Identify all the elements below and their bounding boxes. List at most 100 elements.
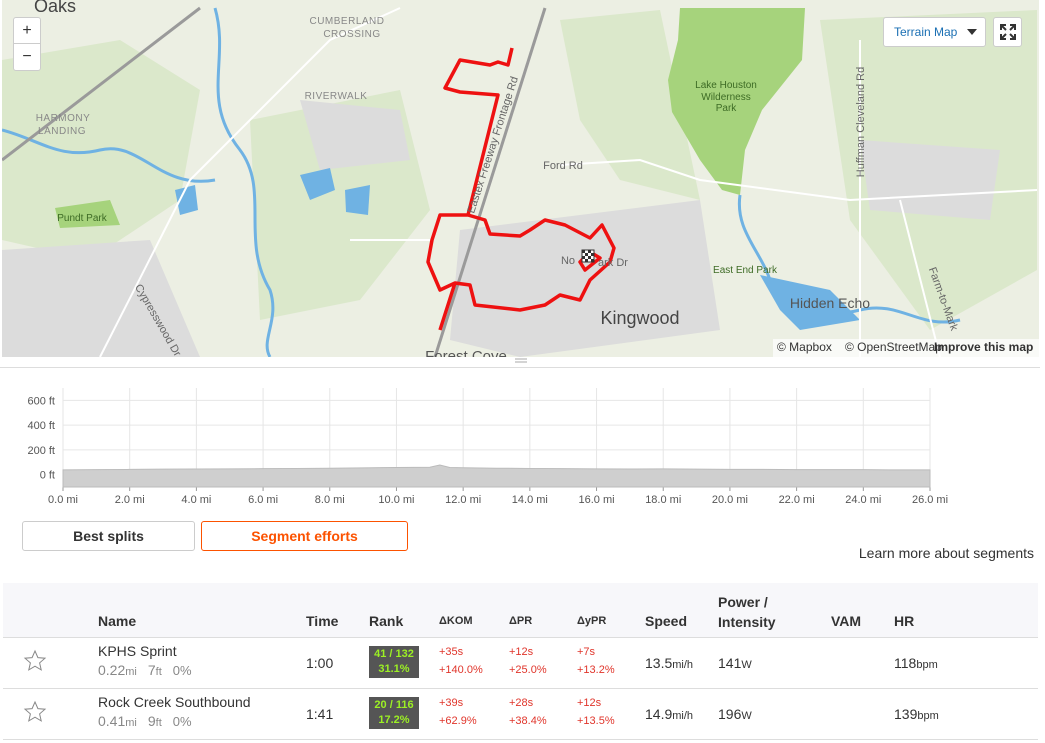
speed: 13.5 [645,655,673,671]
pr-cell: +12s +25.0% [509,643,547,679]
fullscreen-button[interactable] [993,17,1022,47]
speed-unit: mi/h [672,710,694,722]
map-label: RIVERWALK [305,91,368,102]
map-label: CUMBERLAND [309,16,384,27]
pr-cell: +28s +38.4% [509,694,547,730]
speed-cell: 13.5mi/h [645,655,693,673]
attribution-osm[interactable]: © OpenStreetMap [845,340,942,354]
tab-segment-efforts[interactable]: Segment efforts [201,521,408,551]
power-unit: W [741,659,752,671]
drag-handle[interactable] [515,358,527,364]
kom-time: +39s [439,697,464,709]
elevation-unit: ft [155,717,162,729]
map-style-dropdown[interactable]: Terrain Map [883,17,986,47]
x-tick-label: 14.0 mi [512,494,548,506]
power: 141 [718,655,742,671]
x-tick-label: 2.0 mi [115,494,145,506]
zoom-in[interactable]: + [13,17,41,44]
kom-time: +35s [439,646,464,658]
elevation: 9 [147,713,156,729]
segment-name-cell: Rock Creek Southbound 0.41mi 9ft 0% [98,694,251,729]
hr-unit: bpm [917,710,939,722]
header-pr: ΔPR [509,615,533,627]
map-label: Lake Houston [695,80,757,91]
x-tick-label: 16.0 mi [578,494,614,506]
x-tick-label: 20.0 mi [712,494,748,506]
x-tick-label: 22.0 mi [779,494,815,506]
elevation: 7 [147,662,156,678]
distance: 0.22 [98,662,126,678]
rank: 20 / 116 [374,699,414,711]
power-cell: 196W [718,706,752,724]
x-tick-label: 6.0 mi [248,494,278,506]
segment-name[interactable]: Rock Creek Southbound [98,694,251,710]
map-label: East End Park [713,265,778,276]
learn-more-link[interactable]: Learn more about segments [858,545,1034,561]
rank: 41 / 132 [374,648,414,660]
x-tick-label: 8.0 mi [315,494,345,506]
map-label: Oaks [34,0,76,16]
distance-unit: mi [125,717,137,729]
power-unit: W [741,710,752,722]
x-tick-label: 4.0 mi [181,494,211,506]
time: 1:00 [306,655,334,671]
map[interactable]: Oaks CUMBERLAND CROSSING RIVERWALK HARMO… [2,0,1039,357]
kom-percent: +140.0% [439,664,483,676]
speed-cell: 14.9mi/h [645,706,693,724]
rank-badge: 20 / 116 17.2% [369,697,419,729]
table-header [3,583,1038,638]
rank-badge: 41 / 132 31.1% [369,646,419,678]
x-tick-label: 26.0 mi [912,494,948,506]
time-cell: 1:00 [306,655,333,673]
kom-percent: +62.9% [439,715,477,727]
segment-stats: 0.41mi 9ft 0% [98,713,251,729]
improve-map[interactable]: Improve this map [934,340,1033,354]
lake-houston-park [668,8,805,195]
grade: 0% [172,714,192,729]
header-name: Name [98,613,137,629]
star-button[interactable] [23,700,47,729]
hr: 118 [894,655,917,671]
hr-cell: 118bpm [894,655,938,673]
map-label: Hidden Echo [790,295,870,311]
map-label: HARMONY [36,113,91,124]
pr-time: +28s [509,697,534,709]
star-button[interactable] [23,649,47,678]
pr-time: +12s [509,646,534,658]
ypr-time: +12s [577,697,602,709]
star-icon [23,649,47,671]
tab-best-splits[interactable]: Best splits [22,521,195,551]
star-icon [23,700,47,722]
speed-unit: mi/h [672,659,694,671]
header-time: Time [306,613,339,629]
map-style-label: Terrain Map [894,25,958,39]
x-tick-label: 12.0 mi [445,494,481,506]
y-tick-label: 600 ft [27,395,55,407]
map-label: Ford Rd [543,160,583,172]
power-cell: 141W [718,655,752,673]
map-label: CROSSING [323,29,380,40]
segment-row: KPHS Sprint 0.22mi 7ft 0% 1:00 41 / 132 31.1% +… [3,637,1038,689]
pundt-park [55,200,120,228]
map-label: LANDING [38,126,86,137]
y-tick-label: 0 ft [40,470,55,482]
map-divider [0,357,1040,368]
kom-cell: +35s +140.0% [439,643,483,679]
header-ypr: ΔyPR [577,615,607,627]
lakes [175,168,860,330]
x-tick-label: 10.0 mi [378,494,414,506]
attribution-mapbox[interactable]: © Mapbox [777,340,832,354]
fullscreen-icon [999,24,1016,40]
y-tick-label: 400 ft [27,420,55,432]
zoom-out[interactable]: − [13,43,41,71]
map-label: Wilderness [701,92,750,103]
segment-name[interactable]: KPHS Sprint [98,643,177,659]
ypr-time: +7s [577,646,596,658]
x-tick-label: 24.0 mi [845,494,881,506]
header-rank: Rank [369,613,404,629]
pr-percent: +38.4% [509,715,547,727]
highways [2,6,547,357]
elevation-unit: ft [155,666,162,678]
map-label: Park [716,103,738,114]
ypr-cell: +7s +13.2% [577,643,615,679]
